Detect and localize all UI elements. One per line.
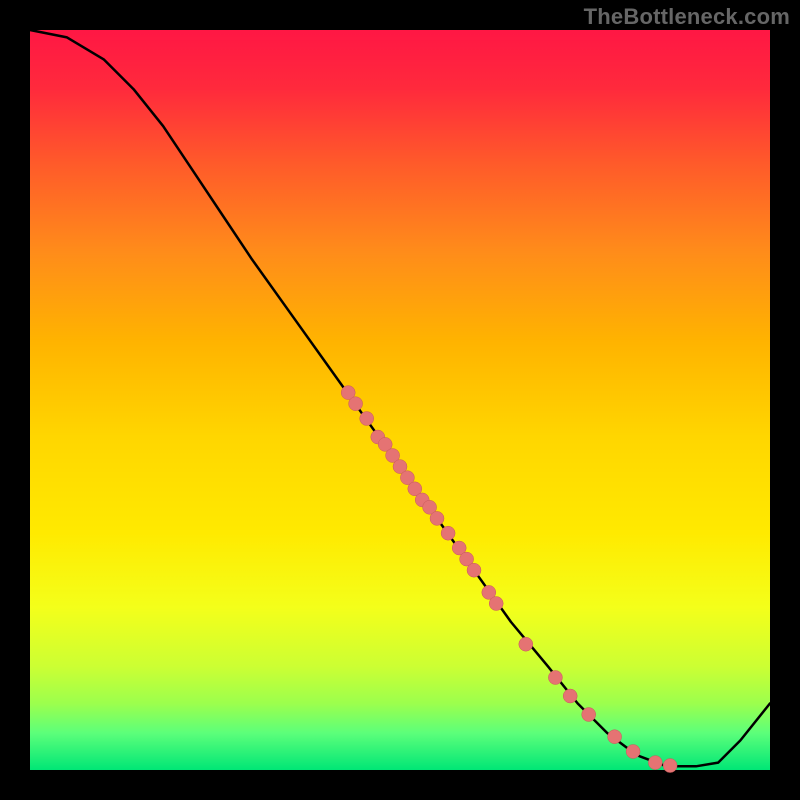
- data-marker: [467, 563, 481, 577]
- chart-svg: [0, 0, 800, 800]
- data-marker: [548, 671, 562, 685]
- data-marker: [360, 412, 374, 426]
- data-marker: [608, 730, 622, 744]
- plot-background: [30, 30, 770, 770]
- chart-container: TheBottleneck.com: [0, 0, 800, 800]
- data-marker: [626, 745, 640, 759]
- data-marker: [349, 397, 363, 411]
- data-marker: [648, 756, 662, 770]
- data-marker: [441, 526, 455, 540]
- watermark-text: TheBottleneck.com: [584, 4, 790, 30]
- data-marker: [582, 708, 596, 722]
- data-marker: [519, 637, 533, 651]
- data-marker: [663, 759, 677, 773]
- data-marker: [430, 511, 444, 525]
- data-marker: [489, 597, 503, 611]
- data-marker: [563, 689, 577, 703]
